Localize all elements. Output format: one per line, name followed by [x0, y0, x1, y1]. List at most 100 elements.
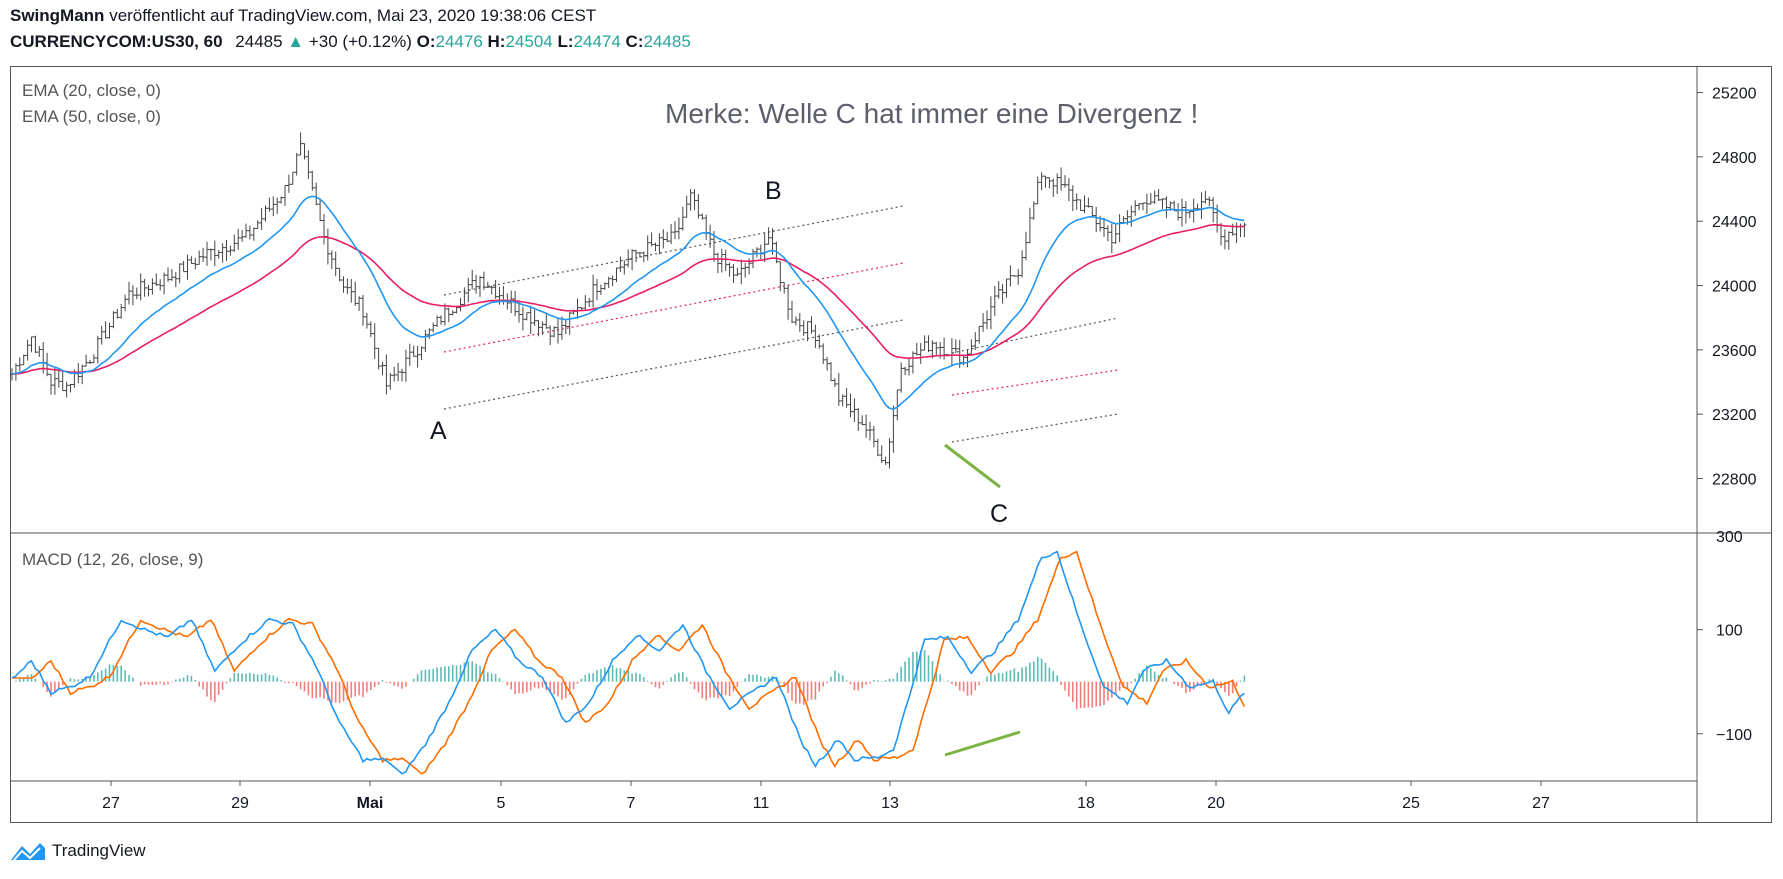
- candle: [290, 171, 295, 185]
- candle: [376, 347, 381, 370]
- candle: [692, 189, 697, 211]
- candle: [559, 316, 564, 340]
- candle: [442, 303, 447, 326]
- candle: [875, 438, 880, 457]
- candle: [333, 251, 338, 277]
- time-axis: 27 29 Mai 5 7 11 13 18 20 25 27: [102, 781, 1550, 812]
- candle: [610, 275, 615, 287]
- candle: [552, 326, 557, 338]
- channel-lower-2: [951, 413, 1119, 443]
- candle: [95, 335, 100, 364]
- candle: [949, 338, 954, 366]
- price-tick-label: 24000: [1712, 279, 1757, 296]
- candle: [606, 276, 611, 289]
- candle: [626, 249, 631, 268]
- candle: [415, 345, 420, 368]
- candle: [474, 274, 479, 294]
- candle: [150, 278, 155, 295]
- candle: [836, 373, 841, 406]
- candle: [162, 272, 167, 295]
- candle: [29, 336, 34, 353]
- candle: [372, 323, 377, 359]
- candle: [930, 340, 935, 359]
- candle: [201, 247, 206, 263]
- macd-tick-label: −100: [1716, 727, 1752, 744]
- candle: [88, 359, 92, 365]
- candle: [1129, 205, 1134, 227]
- price-divergence-line: [944, 443, 1001, 489]
- candle: [517, 301, 521, 323]
- candle: [127, 281, 131, 305]
- candle: [700, 213, 705, 220]
- candle: [407, 343, 412, 366]
- candle: [1203, 190, 1208, 204]
- candle: [103, 321, 108, 339]
- candle: [493, 279, 498, 299]
- candle: [1148, 193, 1153, 205]
- time-tick-label: Mai: [357, 795, 384, 812]
- candle: [1059, 167, 1064, 191]
- candle: [661, 229, 666, 249]
- candle: [111, 311, 116, 329]
- candle: [1109, 223, 1114, 254]
- candle: [450, 310, 455, 316]
- candle: [598, 284, 603, 295]
- footer-brand[interactable]: TradingView: [52, 841, 146, 860]
- candle: [1074, 193, 1079, 210]
- channel-upper-2: [951, 317, 1119, 354]
- price-change: +30 (+0.12%): [308, 32, 412, 51]
- candle: [228, 245, 233, 256]
- candle: [934, 341, 939, 357]
- candle: [1000, 284, 1005, 304]
- candle: [641, 251, 646, 263]
- candle: [1183, 201, 1188, 224]
- candle: [84, 354, 89, 367]
- ema50-label: EMA (50, close, 0): [22, 107, 161, 126]
- channel-mid-2: [951, 369, 1119, 396]
- candle: [793, 316, 798, 326]
- candle: [329, 250, 334, 270]
- candle: [181, 260, 186, 273]
- candle: [294, 152, 299, 176]
- candle: [1027, 207, 1032, 244]
- candle: [37, 346, 42, 357]
- candle: [1238, 223, 1243, 238]
- candle: [166, 267, 170, 282]
- macd-tick-label-partial: 300: [1716, 529, 1743, 546]
- candle: [895, 389, 900, 421]
- candle: [614, 267, 619, 283]
- candle: [322, 214, 326, 245]
- price-tick-label: 23600: [1712, 343, 1757, 360]
- author-name[interactable]: SwingMann: [10, 6, 105, 25]
- candle: [864, 414, 869, 438]
- candle: [236, 228, 241, 250]
- candle: [528, 305, 533, 334]
- candle: [232, 234, 237, 253]
- candle: [1047, 177, 1052, 189]
- publish-info: SwingMann veröffentlicht auf TradingView…: [10, 6, 596, 26]
- candle: [844, 388, 849, 408]
- candle: [548, 325, 553, 346]
- candle: [1195, 203, 1200, 210]
- price-tick-label: 25200: [1712, 86, 1757, 103]
- candle: [314, 182, 319, 206]
- candle: [224, 239, 229, 262]
- candle: [1024, 231, 1028, 261]
- candle: [56, 370, 61, 388]
- candle: [591, 274, 596, 308]
- candle: [743, 262, 748, 278]
- time-tick-label: 25: [1402, 795, 1420, 812]
- price-tick-label: 24400: [1712, 214, 1757, 231]
- footer: TradingView: [10, 840, 146, 862]
- candle: [1234, 222, 1239, 244]
- candle: [325, 228, 330, 265]
- candle: [735, 267, 740, 277]
- candle: [676, 217, 681, 240]
- candle: [64, 381, 69, 398]
- candle: [1160, 198, 1165, 210]
- candle: [251, 227, 256, 241]
- candle: [1164, 196, 1169, 219]
- candle: [856, 408, 861, 431]
- candle: [1051, 178, 1056, 197]
